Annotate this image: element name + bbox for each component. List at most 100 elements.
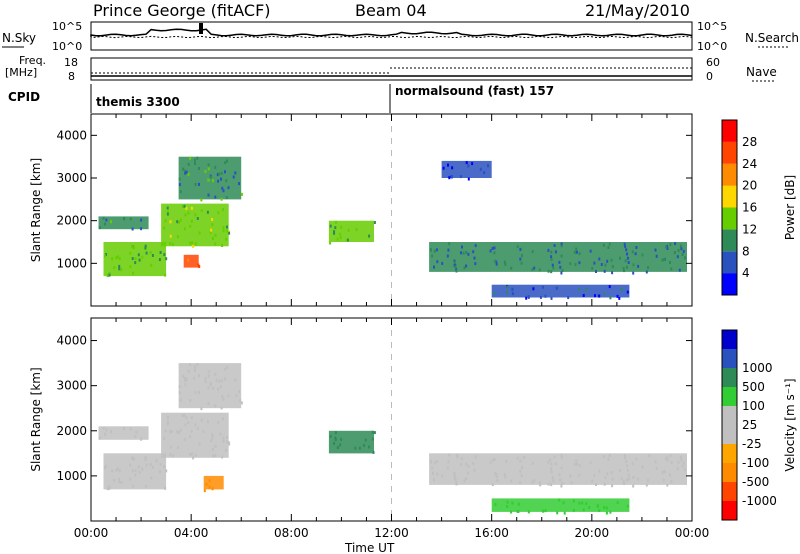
data-cell: [589, 249, 592, 253]
data-cell: [155, 459, 158, 463]
data-cell: [207, 386, 210, 390]
data-cell: [110, 430, 112, 434]
data-cell: [165, 469, 168, 473]
colorbar-label: Velocity [m s⁻¹]: [783, 378, 797, 471]
data-cell: [560, 484, 563, 488]
data-cell: [684, 468, 686, 472]
data-cell: [238, 182, 240, 186]
data-cell: [373, 431, 376, 435]
y-tick-label: 3000: [56, 171, 87, 185]
y-tick-label: 3000: [56, 379, 87, 393]
data-cell: [611, 271, 614, 275]
data-cell: [578, 473, 581, 477]
data-cell: [459, 175, 462, 179]
data-cell: [610, 258, 613, 262]
data-cell: [179, 398, 182, 402]
data-region: [161, 203, 229, 247]
data-cell: [190, 206, 193, 210]
cpid-program-2: normalsound (fast) 157: [395, 84, 554, 98]
data-cell: [510, 266, 513, 270]
data-cell: [171, 242, 174, 246]
data-cell: [183, 414, 186, 417]
data-cell: [494, 472, 497, 475]
data-cell: [430, 248, 432, 252]
data-cell: [559, 478, 562, 482]
data-cell: [663, 470, 666, 474]
data-cell: [603, 506, 606, 509]
data-cell: [355, 228, 358, 231]
data-cell: [663, 258, 666, 261]
data-cell: [140, 227, 143, 231]
data-cell: [558, 498, 561, 502]
data-cell: [132, 246, 135, 250]
data-cell: [209, 175, 212, 179]
data-cell: [616, 501, 619, 505]
data-cell: [682, 461, 685, 465]
data-cell: [178, 385, 181, 389]
data-cell: [222, 226, 225, 230]
data-cell: [619, 256, 621, 260]
data-cell: [198, 442, 201, 446]
data-cell: [210, 228, 213, 232]
data-cell: [520, 474, 523, 478]
data-cell: [550, 270, 553, 274]
colorbar-swatch: [722, 387, 737, 406]
data-cell: [117, 467, 119, 471]
data-cell: [607, 246, 610, 249]
data-cell: [605, 511, 608, 515]
colorbar-swatch: [722, 482, 737, 501]
colorbar-tick-label: 500: [742, 380, 765, 394]
data-cell: [472, 250, 475, 254]
data-cell: [665, 457, 668, 460]
data-cell: [493, 251, 496, 255]
data-cell: [240, 401, 243, 405]
data-cell: [214, 454, 217, 457]
data-cell: [170, 429, 173, 433]
data-cell: [551, 476, 554, 480]
data-cell: [604, 263, 607, 267]
colorbar-tick-label: 16: [742, 201, 757, 215]
data-cell: [460, 463, 462, 467]
data-cell: [494, 259, 497, 263]
data-cell: [569, 474, 572, 478]
data-cell: [120, 481, 123, 484]
data-cell: [333, 441, 336, 445]
data-cell: [131, 257, 134, 260]
data-cell: [182, 374, 185, 378]
data-cell: [207, 402, 210, 406]
data-cell: [602, 455, 605, 459]
data-cell: [467, 164, 470, 168]
data-cell: [194, 182, 197, 186]
data-cell: [493, 292, 496, 296]
colorbar-tick-label: -1000: [742, 494, 777, 508]
data-cell: [666, 483, 669, 487]
data-cell: [192, 244, 195, 248]
data-cell: [189, 241, 192, 245]
data-cell: [339, 232, 342, 236]
data-cell: [108, 273, 111, 277]
data-cell: [216, 173, 219, 177]
data-cell: [465, 462, 468, 466]
data-cell: [637, 477, 640, 481]
data-cell: [117, 255, 119, 259]
data-cell: [519, 481, 522, 485]
data-cell: [217, 179, 220, 183]
data-cell: [474, 262, 477, 266]
data-cell: [467, 177, 470, 181]
data-cell: [610, 471, 613, 474]
data-cell: [495, 475, 498, 479]
colorbar-tick-label: 28: [742, 135, 757, 149]
data-cell: [196, 217, 199, 220]
data-cell: [623, 454, 626, 458]
data-cell: [467, 464, 470, 468]
data-cell: [448, 176, 451, 180]
data-cell: [622, 266, 625, 270]
colorbar-swatch: [722, 120, 737, 142]
data-cell: [506, 505, 509, 508]
data-cell: [600, 263, 603, 266]
colorbar-swatch: [722, 207, 737, 230]
data-cell: [626, 252, 628, 256]
data-cell: [563, 511, 566, 515]
data-cell: [218, 172, 221, 176]
